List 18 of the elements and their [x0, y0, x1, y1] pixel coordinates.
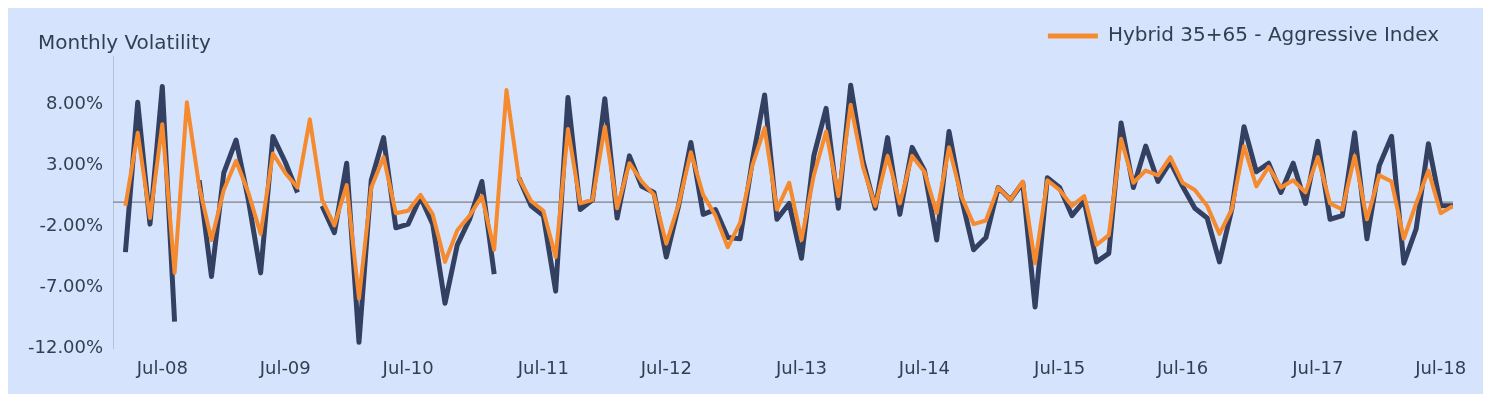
- y-tick-label: -2.00%: [39, 214, 104, 236]
- x-tick-label: Jul-08: [135, 356, 188, 378]
- x-tick-label: Jul-11: [516, 356, 569, 378]
- y-tick-label: -7.00%: [39, 275, 104, 297]
- x-tick-label: Jul-12: [639, 356, 692, 378]
- y-tick-label: -12.00%: [27, 336, 104, 358]
- chart-title: Monthly Volatility: [38, 30, 211, 54]
- legend-label: Hybrid 35+65 - Aggressive Index: [1107, 22, 1440, 47]
- x-tick-label: Jul-14: [897, 356, 950, 378]
- x-tick-label: Jul-09: [258, 356, 311, 378]
- x-tick-label: Jul-17: [1291, 356, 1344, 378]
- y-tick-label: 3.00%: [45, 153, 104, 175]
- x-tick-label: Jul-13: [774, 356, 828, 378]
- x-tick-label: Jul-18: [1414, 356, 1467, 378]
- x-tick-label: Jul-10: [381, 356, 434, 378]
- y-tick-label: 8.00%: [45, 92, 104, 114]
- x-tick-label: Jul-15: [1033, 356, 1086, 378]
- x-tick-label: Jul-16: [1156, 356, 1209, 378]
